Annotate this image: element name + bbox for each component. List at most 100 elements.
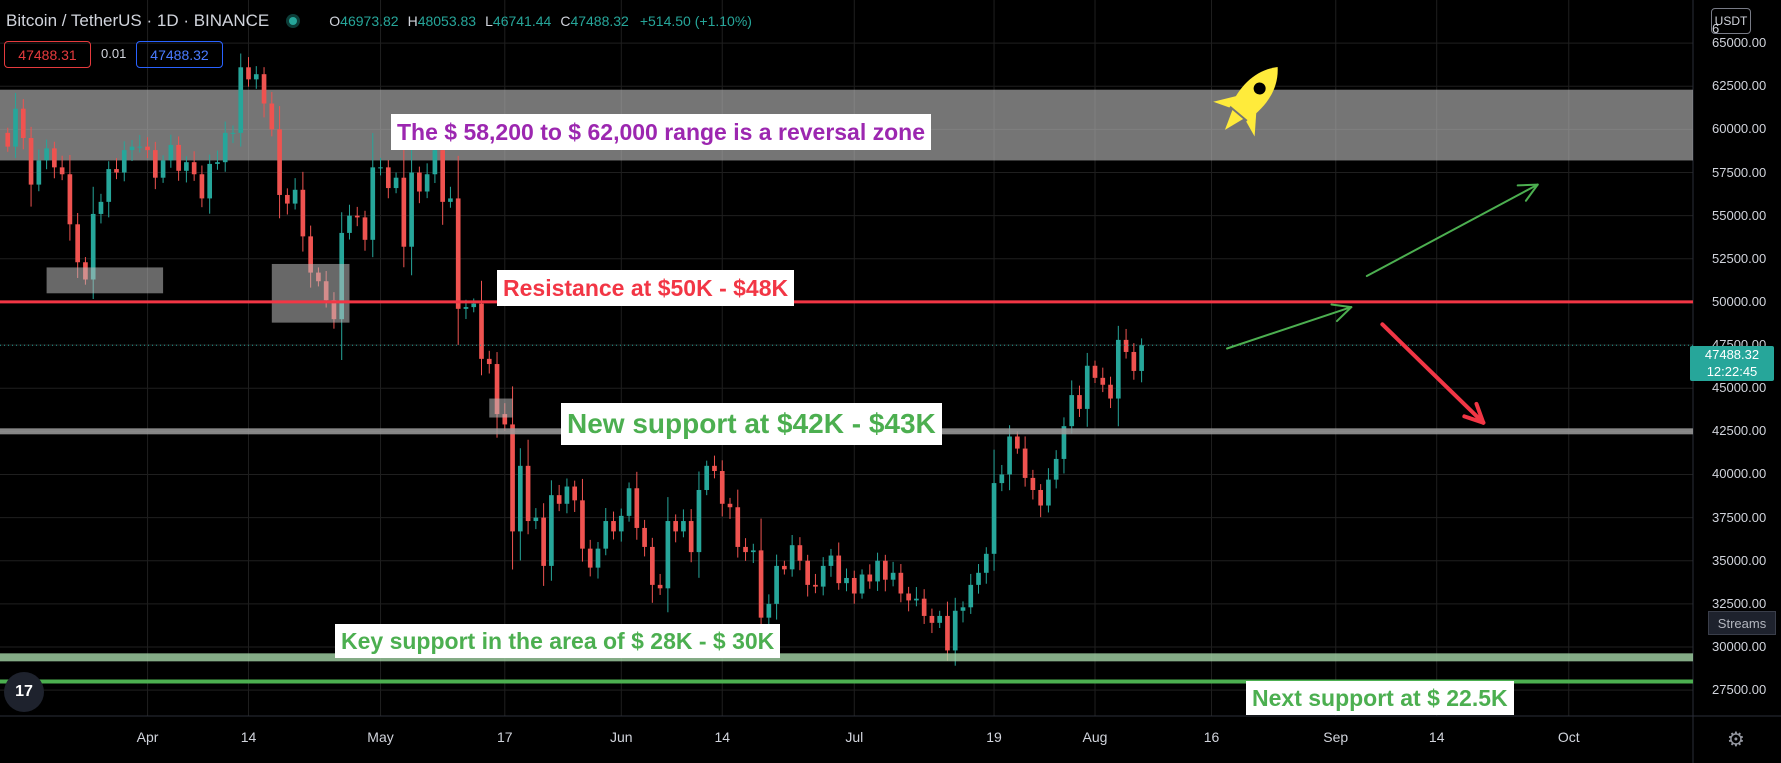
candle-body — [385, 167, 391, 189]
candle-body — [657, 584, 663, 589]
projection-arrow-up-1-head — [1330, 303, 1353, 309]
candle-body — [1123, 339, 1129, 352]
candle-body — [642, 527, 647, 547]
candle-body — [269, 103, 275, 130]
market-status-icon — [289, 17, 298, 25]
candle-body — [1092, 365, 1098, 378]
candle-body — [168, 144, 174, 161]
reversal-zone-label[interactable]: The $ 58,200 to $ 62,000 range is a reve… — [391, 114, 932, 150]
candle-body — [1069, 395, 1075, 427]
candle-body — [98, 201, 104, 214]
candle-body — [106, 169, 112, 202]
candle-body — [191, 162, 197, 175]
candle-body — [354, 215, 360, 218]
time-tick-label: Apr — [136, 729, 159, 745]
last-price-tag: 47488.32 12:22:45 — [1690, 346, 1774, 381]
candle-body — [549, 495, 554, 566]
candle-body — [774, 565, 779, 604]
new-support-label[interactable]: New support at $42K - $43K — [561, 403, 942, 445]
high-key: H — [407, 13, 418, 29]
candle-body — [347, 215, 352, 233]
projection-arrow-up-2 — [1365, 183, 1539, 278]
candle-body — [393, 177, 399, 189]
candle-body — [370, 167, 376, 240]
candle-body — [417, 172, 422, 192]
next-support-label[interactable]: Next support at $ 22.5K — [1246, 681, 1514, 715]
projection-arrow-down-head — [1474, 401, 1486, 425]
price-tick-label: 65000.00 — [1712, 35, 1767, 51]
projection-arrow-up-2-head — [1516, 183, 1539, 187]
candle-body — [890, 572, 896, 580]
price-tick-label: 30000.00 — [1712, 638, 1767, 654]
sell-button[interactable]: 47488.31 — [4, 41, 91, 68]
candle-body — [448, 198, 453, 202]
time-tick-label: May — [367, 729, 394, 745]
gear-icon[interactable]: ⚙ — [1727, 729, 1745, 751]
candle-body — [572, 486, 578, 501]
candle-body — [1084, 365, 1090, 409]
projection-arrow-down — [1380, 322, 1486, 425]
candle-body — [836, 555, 842, 584]
candle-body — [999, 474, 1005, 484]
candle-body — [285, 194, 290, 204]
projection-arrow-up-1 — [1226, 306, 1353, 350]
candle-body — [362, 217, 368, 240]
buy-button[interactable]: 47488.32 — [136, 41, 223, 68]
candle-body — [844, 577, 849, 584]
candle-body — [486, 358, 492, 365]
price-tick-label: 62500.00 — [1712, 78, 1767, 94]
symbol-title[interactable]: Bitcoin / TetherUS · 1D · BINANCE — [6, 11, 270, 30]
candle-body — [743, 546, 748, 553]
candle-body — [673, 521, 678, 532]
candle-body — [805, 560, 810, 585]
open-value: 46973.82 — [340, 13, 399, 29]
candle-body — [937, 615, 943, 623]
candle-body — [5, 132, 11, 147]
candle-body — [176, 144, 181, 171]
candle-body — [556, 495, 562, 504]
spread-value: 0.01 — [101, 46, 127, 61]
time-tick-label: 17 — [496, 729, 513, 745]
candle-body — [207, 163, 213, 199]
projection-arrow-up-2-head — [1524, 183, 1539, 202]
candle-body — [727, 503, 733, 508]
candle-body — [20, 108, 26, 139]
currency-button[interactable]: USDT — [1711, 8, 1751, 34]
candle-body — [114, 169, 119, 173]
candle-body — [914, 598, 919, 601]
rocket-icon[interactable] — [1205, 55, 1295, 145]
time-tick-label: 19 — [986, 729, 1002, 745]
resistance-label[interactable]: Resistance at $50K - $48K — [497, 270, 795, 306]
candle-body — [215, 162, 220, 164]
candle-body — [828, 555, 834, 566]
candle-body — [455, 198, 461, 309]
candle-body — [851, 577, 857, 594]
candle-body — [277, 129, 282, 195]
key-support-label[interactable]: Key support in the area of $ 28K - $ 30K — [335, 624, 781, 658]
candle-body — [867, 574, 873, 582]
candle-body — [36, 160, 42, 185]
time-tick-label: 14 — [1428, 729, 1445, 745]
candle-body — [1139, 345, 1144, 371]
time-tick-label: 14 — [714, 729, 731, 745]
candle-body — [1038, 489, 1043, 506]
candle-body — [859, 574, 865, 594]
candle-body — [246, 67, 251, 80]
candle-body — [712, 465, 717, 472]
candle-body — [424, 174, 430, 192]
candle-body — [766, 603, 772, 618]
projection-arrow-up-1-head — [1335, 306, 1353, 323]
time-tick-label: Aug — [1082, 729, 1108, 745]
candle-body — [1022, 448, 1028, 478]
candle-body — [378, 167, 383, 169]
streams-button[interactable]: Streams — [1708, 611, 1776, 635]
candle-body — [758, 550, 764, 618]
tradingview-logo[interactable]: 17 — [4, 672, 44, 712]
time-tick-label: 14 — [240, 729, 257, 745]
candle-body — [184, 162, 189, 171]
candle-body — [789, 545, 795, 570]
candle-body — [510, 424, 515, 532]
candle-body — [517, 465, 523, 532]
price-tick-label: 60000.00 — [1712, 121, 1767, 137]
candle-body — [968, 584, 974, 608]
